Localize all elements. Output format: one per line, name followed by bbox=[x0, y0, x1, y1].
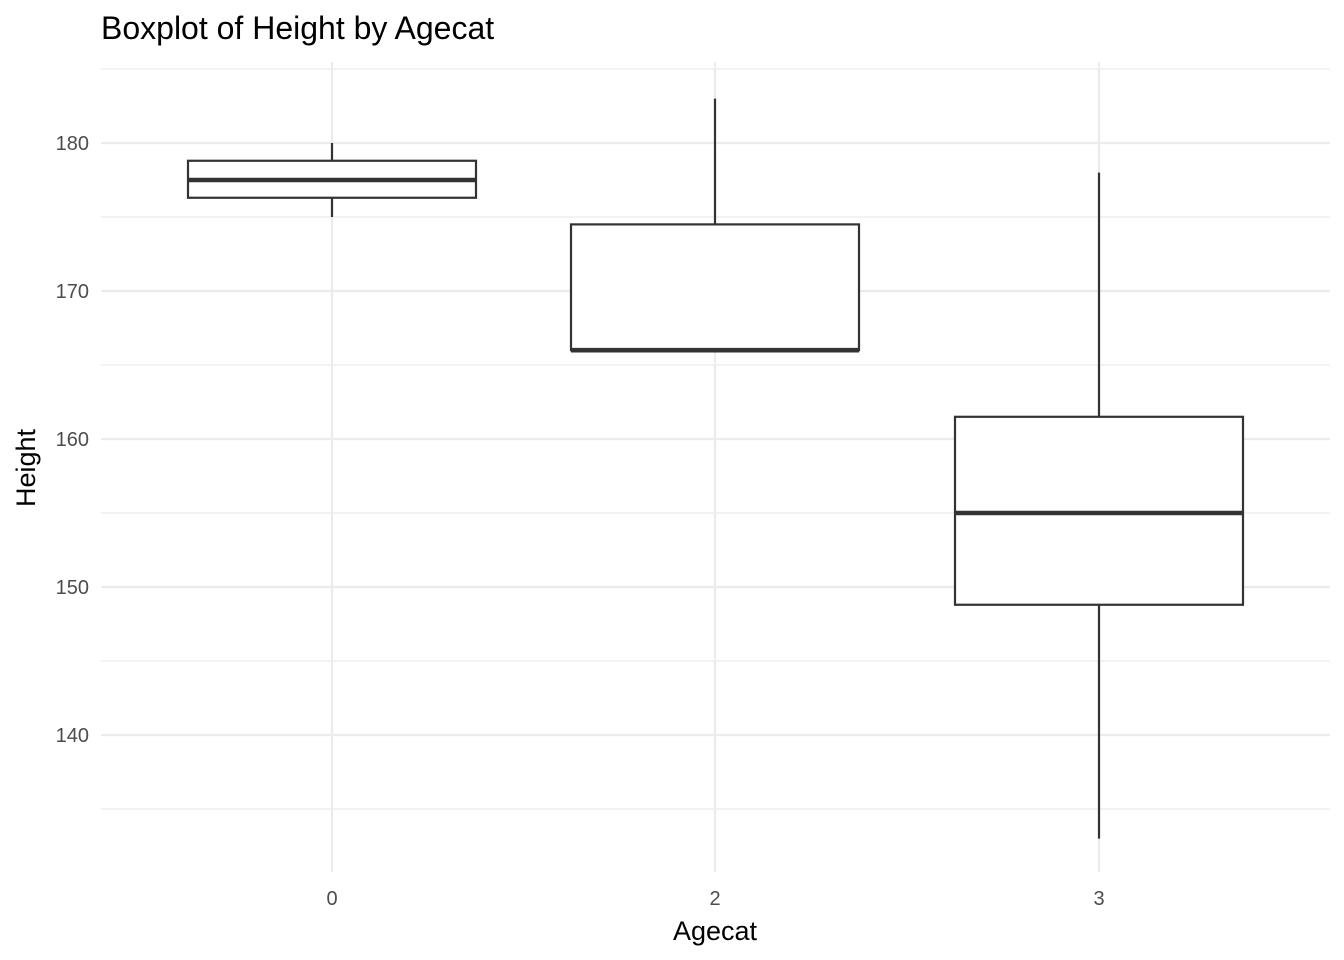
y-tick-label: 170 bbox=[56, 281, 89, 303]
box-2 bbox=[569, 98, 861, 353]
boxes bbox=[186, 98, 1245, 839]
x-tick-label: 0 bbox=[326, 888, 337, 910]
x-axis-title: Agecat bbox=[673, 916, 758, 946]
y-tick-label: 180 bbox=[56, 133, 89, 155]
x-tick-label: 2 bbox=[709, 888, 720, 910]
y-tick-label: 140 bbox=[56, 725, 89, 747]
y-tick-label: 160 bbox=[56, 429, 89, 451]
y-axis-ticks: 140 150 160 170 180 bbox=[56, 133, 89, 747]
y-tick-label: 150 bbox=[56, 577, 89, 599]
chart-title: Boxplot of Height by Agecat bbox=[101, 10, 494, 46]
y-axis-title: Height bbox=[11, 428, 41, 507]
box-0 bbox=[186, 143, 478, 217]
box-3 bbox=[953, 172, 1245, 839]
x-axis-ticks: 0 2 3 bbox=[326, 888, 1104, 910]
iqr-box bbox=[569, 223, 861, 352]
x-tick-label: 3 bbox=[1093, 888, 1104, 910]
